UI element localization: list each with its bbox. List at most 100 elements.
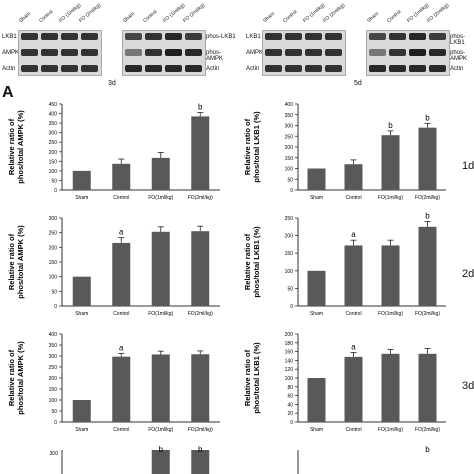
significance-letter: b bbox=[425, 212, 430, 221]
blot-lane-label: Control bbox=[386, 9, 403, 24]
y-axis-label: Relative ratio of bbox=[7, 349, 16, 406]
blot-lane-label: Sham bbox=[122, 11, 137, 24]
x-tick-label: FO(1ml/kg) bbox=[378, 195, 403, 201]
y-tick-label: 200 bbox=[49, 245, 58, 251]
western-blot-left: 3d LKB1 AMPK Actin phos-LKB1 phos-AMPK Actin S… bbox=[0, 0, 236, 87]
blot-band bbox=[369, 49, 386, 56]
x-tick-label: FO(1ml/kg) bbox=[148, 311, 173, 317]
blot-band bbox=[429, 33, 446, 40]
significance-letter: b bbox=[388, 121, 393, 130]
blot-lane-label: Control bbox=[38, 9, 55, 24]
bar-chart: Relative ratio of phos/total LKB1 (%) 0 20 4… bbox=[243, 332, 446, 433]
blot-band bbox=[265, 65, 282, 72]
y-tick-label: 60 bbox=[287, 394, 293, 400]
y-tick-label: 150 bbox=[285, 251, 294, 257]
y-tick-label: 0 bbox=[54, 304, 57, 310]
blot-band bbox=[125, 65, 142, 72]
blot-row-label: AMPK bbox=[246, 50, 264, 56]
blot-row-label-right: Actin bbox=[450, 66, 464, 72]
significance-letter: b bbox=[198, 103, 203, 112]
bar-chart: Relative ratio of phos/total LKB1 (%) 0 50 1… bbox=[243, 102, 446, 201]
y-tick-label: 150 bbox=[49, 387, 58, 393]
y-tick-label: 400 bbox=[49, 112, 58, 118]
y-tick-label: 450 bbox=[49, 102, 58, 108]
y-tick-label: 350 bbox=[49, 121, 58, 127]
x-tick-label: Sham bbox=[75, 427, 88, 433]
y-tick-label: 150 bbox=[285, 156, 294, 162]
blot-row-label: Actin bbox=[246, 66, 260, 72]
blot-band bbox=[409, 49, 426, 56]
blot-lane-label: Control bbox=[282, 9, 299, 24]
x-tick-label: Control bbox=[113, 311, 129, 317]
significance-letter: b bbox=[159, 446, 164, 454]
blot-band bbox=[429, 49, 446, 56]
x-tick-label: Control bbox=[345, 195, 361, 201]
blot-band bbox=[145, 65, 162, 72]
y-tick-label: 100 bbox=[285, 376, 294, 382]
y-tick-label: 50 bbox=[51, 289, 57, 295]
blot-row-label-right: phos-AMPK bbox=[450, 50, 468, 62]
significance-letter: b bbox=[198, 446, 203, 454]
bar bbox=[112, 163, 131, 190]
x-tick-label: Sham bbox=[310, 427, 323, 433]
y-axis-label: phos/total LKB1 (%) bbox=[252, 226, 261, 298]
significance-letter: a bbox=[351, 342, 356, 351]
blot-day-label: 3d bbox=[108, 80, 116, 87]
blot-band bbox=[389, 65, 406, 72]
bar bbox=[307, 270, 326, 306]
blot-band bbox=[21, 49, 38, 56]
blot-band bbox=[125, 33, 142, 40]
bar bbox=[418, 127, 437, 190]
bar bbox=[151, 354, 170, 422]
bar bbox=[112, 356, 131, 422]
bar bbox=[381, 245, 400, 306]
blot-band bbox=[41, 33, 58, 40]
blot-row-label-right: phos-LKB1 bbox=[206, 34, 236, 40]
blot-lane-label: Sham bbox=[18, 11, 33, 24]
y-axis-label: phos/total LKB1 (%) bbox=[252, 111, 261, 183]
bar-chart: Relative ratio of phos/total LKB1 (%) 0 50 1… bbox=[243, 212, 446, 317]
blot-band bbox=[285, 33, 302, 40]
blot-row-label-right: phos-AMPK bbox=[206, 50, 224, 62]
y-axis-label: phos/total LKB1 (%) bbox=[252, 342, 261, 414]
x-tick-label: Sham bbox=[310, 311, 323, 317]
day-label-1d: 1d bbox=[462, 160, 474, 172]
y-tick-label: 250 bbox=[285, 216, 294, 222]
y-tick-label: 160 bbox=[285, 350, 294, 356]
blot-band bbox=[369, 33, 386, 40]
y-tick-label: 250 bbox=[49, 365, 58, 371]
bar-chart: 300 b b bbox=[50, 446, 210, 474]
blot-band bbox=[81, 49, 98, 56]
x-tick-label: FO(2ml/kg) bbox=[188, 311, 213, 317]
significance-letter: b bbox=[425, 446, 430, 454]
y-tick-label: 300 bbox=[285, 124, 294, 130]
day-label-2d: 2d bbox=[462, 268, 474, 280]
x-tick-label: FO(2ml/kg) bbox=[415, 311, 440, 317]
blot-band bbox=[165, 65, 182, 72]
blot-band bbox=[389, 49, 406, 56]
x-tick-label: Sham bbox=[310, 195, 323, 201]
blot-band bbox=[61, 65, 78, 72]
blot-band bbox=[305, 33, 322, 40]
y-tick-label: 180 bbox=[285, 341, 294, 347]
y-tick-label: 300 bbox=[49, 131, 58, 137]
y-tick-label: 100 bbox=[285, 167, 294, 173]
blot-band bbox=[61, 33, 78, 40]
y-tick-label: 250 bbox=[49, 140, 58, 146]
significance-letter: a bbox=[119, 343, 124, 352]
y-axis-label: Relative ratio of bbox=[7, 118, 16, 175]
blot-row-label-right: phos-LKB1 bbox=[450, 34, 466, 46]
blot-row-label-right: Actin bbox=[206, 66, 220, 72]
bar bbox=[307, 378, 326, 422]
bar bbox=[112, 242, 131, 306]
y-tick-label: 200 bbox=[285, 234, 294, 240]
bar bbox=[151, 157, 170, 190]
y-tick-label: 250 bbox=[285, 134, 294, 140]
y-tick-label: 100 bbox=[49, 398, 58, 404]
y-tick-label: 80 bbox=[287, 385, 293, 391]
blot-band bbox=[81, 33, 98, 40]
x-tick-label: FO(2ml/kg) bbox=[188, 195, 213, 201]
y-tick-label: 100 bbox=[49, 169, 58, 175]
y-tick-label: 200 bbox=[49, 150, 58, 156]
blot-band bbox=[325, 65, 342, 72]
